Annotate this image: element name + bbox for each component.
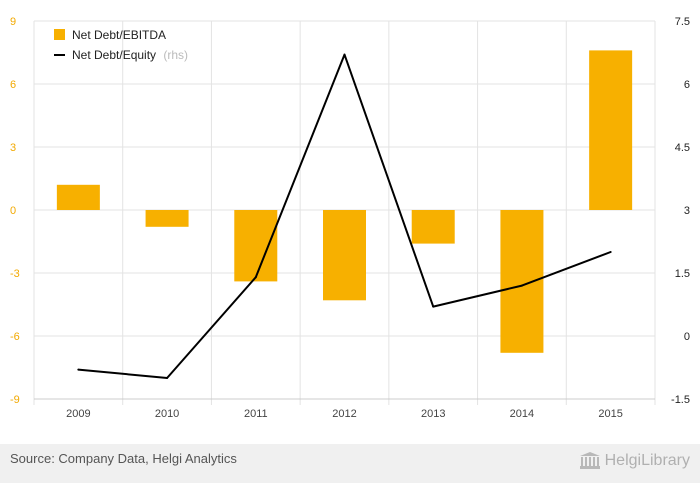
bar-2010 <box>145 210 189 227</box>
legend-swatch-bar <box>54 29 65 40</box>
legend-label-equity-note: (rhs) <box>163 48 188 62</box>
y-right-tick-label: 0 <box>684 331 690 343</box>
brand-logo: HelgiLibrary <box>579 449 690 473</box>
x-tick-label: 2013 <box>421 408 445 420</box>
brand-name: HelgiLibrary <box>604 452 690 469</box>
y-left-tick-label: 0 <box>10 205 16 217</box>
point-2011 <box>254 276 257 279</box>
legend-label-equity: Net Debt/Equity (rhs) <box>72 48 188 62</box>
bars <box>56 50 633 353</box>
y-right-tick-label: 3 <box>684 205 690 217</box>
x-tick-label: 2010 <box>155 408 179 420</box>
library-icon <box>579 452 600 469</box>
bar-2013 <box>411 210 455 244</box>
x-tick-label: 2015 <box>598 408 622 420</box>
x-tick-label: 2009 <box>66 408 90 420</box>
bar-2012 <box>323 210 366 301</box>
legend-label-equity-text: Net Debt/Equity <box>72 48 156 62</box>
axes: 9 6 3 0 -3 -6 -9 7.5 6 4.5 3 1.5 0 -1.5 2009 2010 2011 20… <box>10 16 690 420</box>
legend-label-ebitda: Net Debt/EBITDA <box>72 28 166 42</box>
y-left-tick-label: 6 <box>10 79 16 91</box>
x-tick-label: 2011 <box>244 408 268 420</box>
y-left-tick-label: -9 <box>10 394 20 406</box>
point-2014 <box>520 284 523 287</box>
y-right-tick-label: 7.5 <box>675 16 690 28</box>
bar-2009 <box>56 184 100 210</box>
y-right-tick-label: 1.5 <box>675 268 690 280</box>
bar-2015 <box>589 50 633 211</box>
x-tick-label: 2012 <box>332 408 356 420</box>
legend: Net Debt/EBITDA Net Debt/Equity (rhs) <box>54 28 188 62</box>
bar-2011 <box>234 210 278 282</box>
y-right-tick-label: -1.5 <box>671 394 690 406</box>
point-2012 <box>343 53 346 56</box>
point-2015 <box>609 251 612 253</box>
footer: Source: Company Data, Helgi Analytics He… <box>0 444 700 483</box>
y-right-tick-label: 6 <box>684 79 690 91</box>
x-tick-label: 2014 <box>510 408 534 420</box>
y-left-tick-label: 3 <box>10 142 16 154</box>
chart: 9 6 3 0 -3 -6 -9 7.5 6 4.5 3 1.5 0 -1.5 2009 2010 2011 20… <box>10 16 690 420</box>
source-text: Source: Company Data, Helgi Analytics <box>10 451 237 466</box>
line-series <box>77 53 612 379</box>
y-left-tick-label: -3 <box>10 268 20 280</box>
point-2013 <box>432 305 435 308</box>
y-right-tick-label: 4.5 <box>675 142 690 154</box>
bar-2014 <box>500 210 544 353</box>
point-2009 <box>77 368 80 371</box>
point-2010 <box>166 377 169 379</box>
y-left-tick-label: 9 <box>10 16 16 28</box>
y-left-tick-label: -6 <box>10 331 20 343</box>
